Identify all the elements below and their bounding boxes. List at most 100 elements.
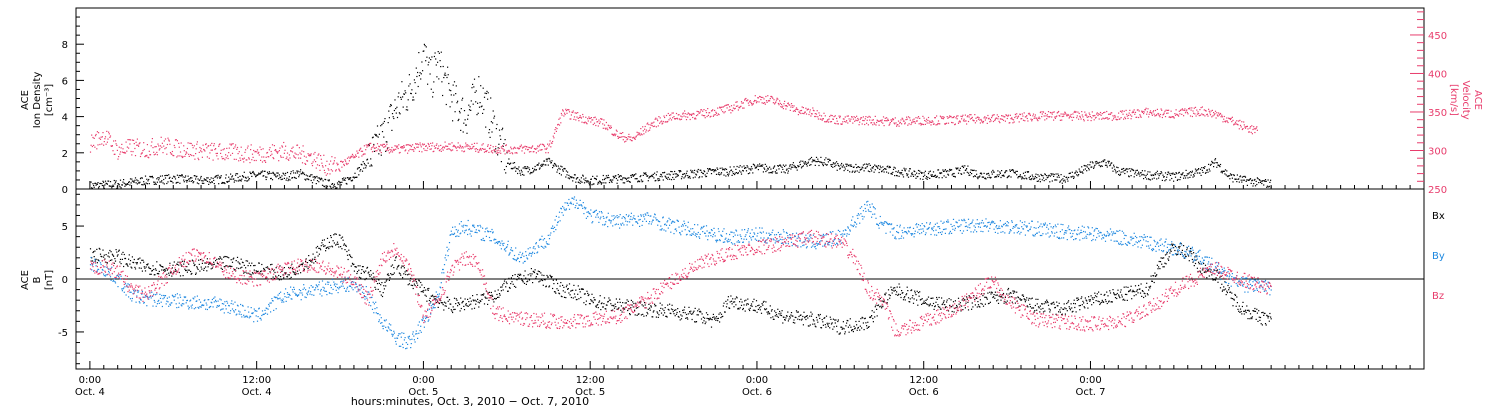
velocity-point bbox=[717, 107, 719, 109]
bfield-point-bx bbox=[119, 258, 122, 260]
density-point bbox=[634, 178, 636, 180]
density-point bbox=[532, 171, 534, 173]
bfield-point-bx bbox=[540, 279, 542, 281]
density-point bbox=[609, 179, 611, 181]
velocity-point bbox=[143, 142, 145, 144]
density-point bbox=[482, 112, 484, 114]
velocity-point bbox=[138, 143, 140, 145]
density-point bbox=[730, 169, 733, 171]
velocity-point bbox=[371, 147, 373, 149]
density-point bbox=[240, 179, 242, 181]
density-point bbox=[114, 183, 116, 185]
velocity-point bbox=[374, 147, 376, 149]
velocity-point bbox=[772, 97, 774, 99]
density-point bbox=[210, 177, 212, 179]
velocity-point bbox=[684, 110, 686, 112]
bfield-point-bx bbox=[582, 288, 584, 290]
density-point bbox=[931, 175, 933, 177]
velocity-point bbox=[1227, 121, 1229, 124]
velocity-point bbox=[263, 160, 265, 162]
velocity-point bbox=[108, 131, 110, 133]
density-point bbox=[966, 171, 968, 173]
velocity-point bbox=[589, 117, 591, 119]
velocity-point bbox=[1002, 115, 1004, 117]
velocity-point bbox=[829, 115, 831, 118]
velocity-point bbox=[1082, 116, 1084, 118]
velocity-point bbox=[1216, 112, 1218, 114]
bfield-point-bx bbox=[352, 264, 354, 266]
velocity-point bbox=[674, 118, 676, 120]
velocity-point bbox=[867, 116, 869, 118]
velocity-point bbox=[593, 117, 595, 119]
bfield-point-bx bbox=[475, 303, 477, 305]
density-point bbox=[976, 173, 978, 175]
bfield-point-bx bbox=[805, 315, 808, 317]
density-point bbox=[153, 181, 155, 183]
density-point bbox=[839, 168, 841, 170]
bfield-point-bx bbox=[474, 299, 476, 301]
velocity-point bbox=[215, 148, 217, 150]
density-point bbox=[508, 158, 510, 160]
density-point bbox=[495, 128, 497, 130]
density-point bbox=[672, 176, 674, 179]
density-point bbox=[246, 180, 249, 182]
density-point bbox=[428, 57, 430, 59]
velocity-point bbox=[1079, 116, 1081, 118]
density-point bbox=[823, 162, 825, 164]
bfield-point-bx bbox=[523, 275, 525, 277]
velocity-point bbox=[699, 112, 701, 114]
bfield-point-bx bbox=[407, 284, 409, 286]
density-point bbox=[746, 165, 748, 167]
density-point bbox=[315, 176, 317, 178]
velocity-point bbox=[856, 120, 858, 122]
bfield-point-bx bbox=[667, 308, 669, 310]
bfield-point-bx bbox=[343, 244, 345, 246]
bfield-point-bx bbox=[620, 305, 622, 307]
velocity-point bbox=[565, 110, 567, 112]
density-point bbox=[451, 101, 453, 103]
density-point bbox=[640, 175, 642, 177]
density-point bbox=[1156, 170, 1158, 172]
bfield-point-bx bbox=[788, 318, 790, 320]
density-point bbox=[255, 176, 257, 178]
density-point bbox=[386, 147, 389, 149]
velocity-point bbox=[505, 144, 507, 147]
velocity-point bbox=[910, 123, 912, 126]
velocity-point bbox=[703, 109, 705, 111]
velocity-point bbox=[807, 108, 809, 110]
density-point bbox=[128, 181, 130, 184]
velocity-point bbox=[967, 115, 969, 117]
density-point bbox=[858, 171, 860, 173]
bfield-point-bx bbox=[757, 305, 759, 307]
density-point bbox=[101, 184, 103, 187]
velocity-point bbox=[1022, 115, 1024, 117]
density-point bbox=[340, 181, 342, 183]
velocity-point bbox=[956, 115, 958, 117]
density-point bbox=[644, 173, 646, 175]
velocity-point bbox=[762, 102, 764, 104]
bfield-point-bx bbox=[391, 264, 394, 266]
velocity-point bbox=[250, 149, 252, 151]
velocity-point bbox=[1142, 110, 1144, 113]
velocity-point bbox=[408, 150, 410, 152]
density-point bbox=[586, 180, 588, 182]
velocity-point bbox=[1199, 109, 1201, 111]
bfield-point-bx bbox=[687, 318, 689, 320]
density-point bbox=[378, 133, 380, 135]
velocity-point bbox=[301, 150, 303, 152]
velocity-point bbox=[252, 156, 254, 158]
density-point bbox=[1047, 175, 1050, 177]
bfield-point-bx bbox=[734, 301, 736, 303]
velocity-point bbox=[1071, 119, 1073, 121]
density-point bbox=[675, 173, 678, 175]
bfield-point-bx bbox=[676, 311, 678, 314]
density-point bbox=[400, 98, 402, 100]
velocity-point bbox=[771, 96, 773, 98]
bfield-point-bx bbox=[585, 304, 587, 306]
bfield-point-bx bbox=[704, 317, 706, 319]
density-point bbox=[1080, 171, 1082, 173]
density-point bbox=[381, 124, 383, 126]
velocity-point bbox=[422, 144, 424, 146]
bfield-point-bx bbox=[143, 266, 145, 268]
velocity-point bbox=[1017, 116, 1019, 118]
